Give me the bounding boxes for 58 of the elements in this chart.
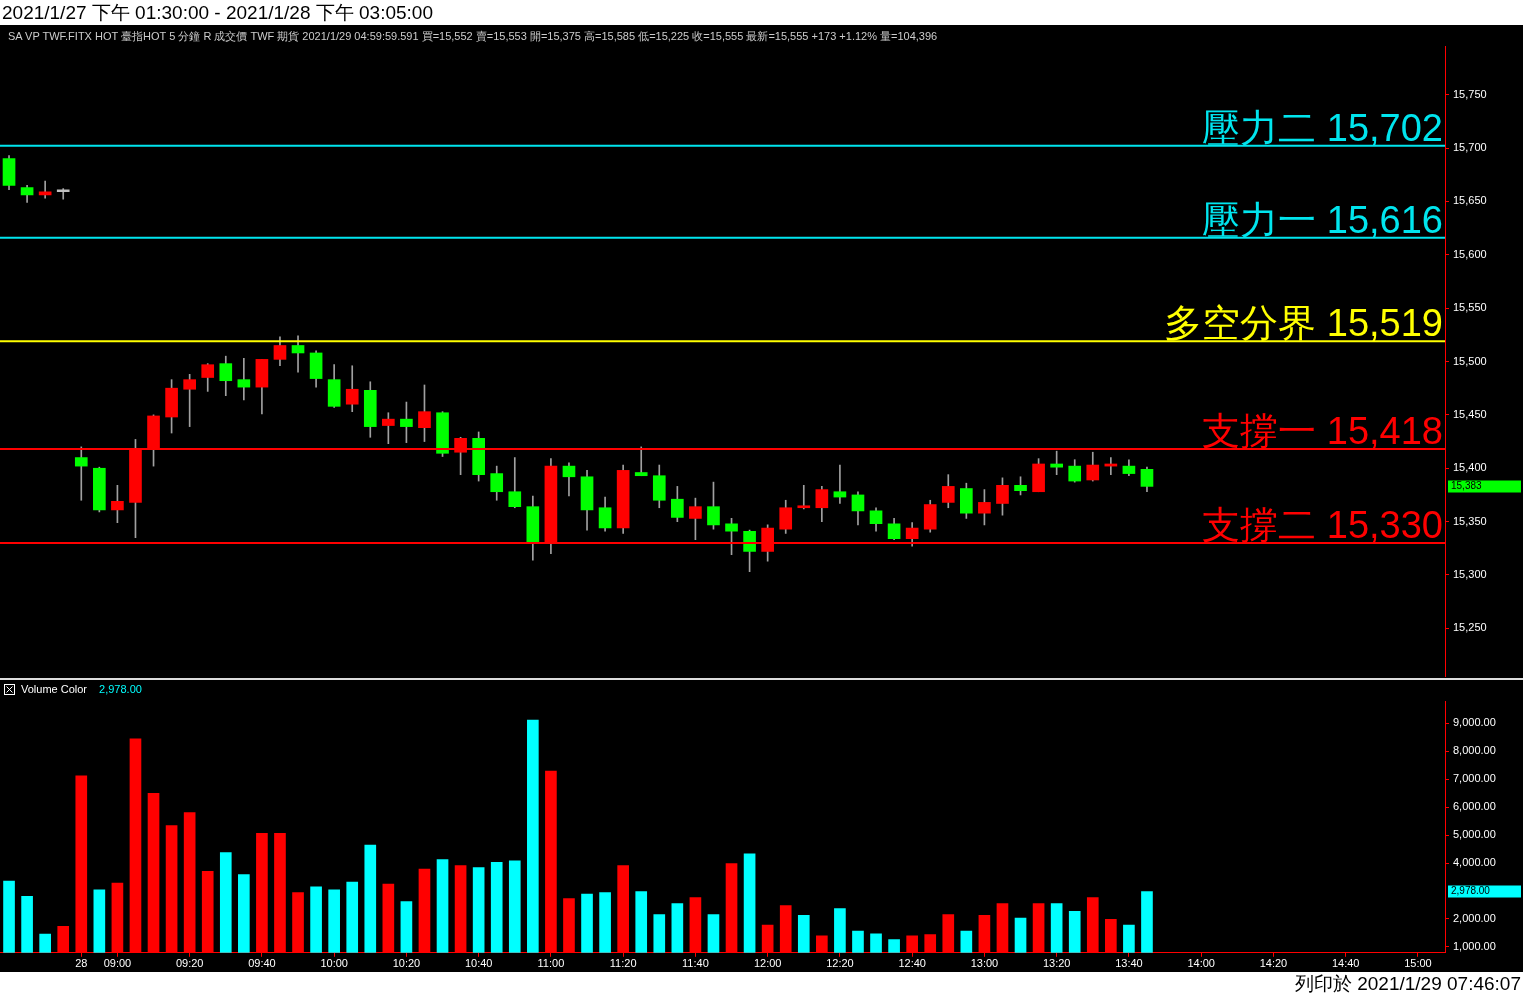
y-tick-label: 15,300 bbox=[1453, 568, 1487, 581]
text: 列印於 2021/1/29 07:46:07 bbox=[1294, 973, 1522, 994]
x-tick-label: 14:40 bbox=[1331, 957, 1360, 970]
y-tick-label: 15,250 bbox=[1453, 621, 1487, 634]
x-tick-label: 09:40 bbox=[248, 957, 276, 970]
x-tick-label: 09:00 bbox=[103, 957, 132, 970]
y-tick-label: 7,000.00 bbox=[1453, 772, 1496, 785]
x-tick-label: 13:20 bbox=[1042, 957, 1071, 970]
candlestick bbox=[38, 180, 52, 199]
y-tick-label: 15,550 bbox=[1453, 301, 1487, 314]
x-tick-label: 13:00 bbox=[970, 957, 999, 970]
x-tick-label: 11:00 bbox=[537, 957, 565, 970]
x-tick-label: 12:20 bbox=[826, 957, 854, 970]
y-tick-label: 1,000.00 bbox=[1453, 939, 1496, 952]
y-tick-label: 2,000.00 bbox=[1453, 911, 1496, 924]
y-tick-label: 6,000.00 bbox=[1453, 800, 1496, 813]
candlestick bbox=[74, 446, 88, 501]
x-tick-label: 10:00 bbox=[320, 957, 348, 970]
chart-title: 2021/1/27 下午 01:30:00 - 2021/1/28 下午 03:05:00 bbox=[1, 2, 433, 23]
x-tick-label: 09:20 bbox=[175, 957, 204, 970]
y-tick-label: 15,400 bbox=[1453, 461, 1487, 474]
y-tick-label: 15,650 bbox=[1453, 194, 1487, 207]
x-tick-label: 11:20 bbox=[609, 957, 637, 970]
ref-line-label: 壓力二 15,702 bbox=[1202, 106, 1443, 149]
y-tick-label: 5,000.00 bbox=[1453, 828, 1496, 841]
ref-line-label: 多空分界 15,519 bbox=[1164, 302, 1443, 345]
y-tick-label: 15,700 bbox=[1453, 141, 1487, 154]
candlestick bbox=[797, 485, 811, 510]
chart-title: Volume Color bbox=[21, 682, 88, 696]
x-tick-label: 10:20 bbox=[392, 957, 421, 970]
ref-line-label: 支撐二 15,330 bbox=[1202, 503, 1443, 546]
chart-subtitle: SA VP TWF.FITX HOT 臺指HOT 5 分鐘 R 成交價 TWF 期貨 2021/1/29 04:59:59.591 買=15,552 賣=15,553 開=15,375 高=15,585 低=15,225 收=15,555 最新=15,555 +173 +1.12% 量=104,396 bbox=[8, 29, 938, 44]
y-tick-label: 15,750 bbox=[1453, 87, 1487, 100]
y-tick-label: 15,450 bbox=[1453, 407, 1487, 420]
x-tick-label: 14:00 bbox=[1187, 957, 1215, 970]
y-tick-label: 15,500 bbox=[1453, 354, 1487, 367]
text: 15,383 bbox=[1451, 480, 1483, 492]
candlestick bbox=[237, 357, 251, 401]
y-tick-label: 8,000.00 bbox=[1453, 744, 1496, 757]
text: 2,978.00 bbox=[1451, 885, 1491, 897]
x-tick-label: 13:40 bbox=[1115, 957, 1143, 970]
y-tick-label: 15,350 bbox=[1453, 514, 1487, 527]
candlestick bbox=[833, 464, 847, 504]
y-tick-label: 15,600 bbox=[1453, 247, 1487, 260]
candlestick bbox=[56, 188, 70, 200]
x-tick-label: 28 bbox=[75, 957, 88, 970]
x-tick-label: 14:20 bbox=[1259, 957, 1288, 970]
text: 2,978.00 bbox=[99, 682, 142, 696]
ref-line-label: 支撐一 15,418 bbox=[1202, 410, 1443, 453]
ref-line-label: 壓力一 15,616 bbox=[1202, 198, 1443, 241]
candlestick bbox=[634, 446, 648, 477]
x-tick-label: 12:40 bbox=[898, 957, 926, 970]
x-tick-label: 15:00 bbox=[1404, 957, 1432, 970]
x-tick-label: 10:40 bbox=[464, 957, 493, 970]
x-tick-label: 11:40 bbox=[682, 957, 709, 970]
y-tick-label: 4,000.00 bbox=[1453, 856, 1496, 869]
y-tick-label: 9,000.00 bbox=[1453, 716, 1496, 729]
x-tick-label: 12:00 bbox=[753, 957, 782, 970]
